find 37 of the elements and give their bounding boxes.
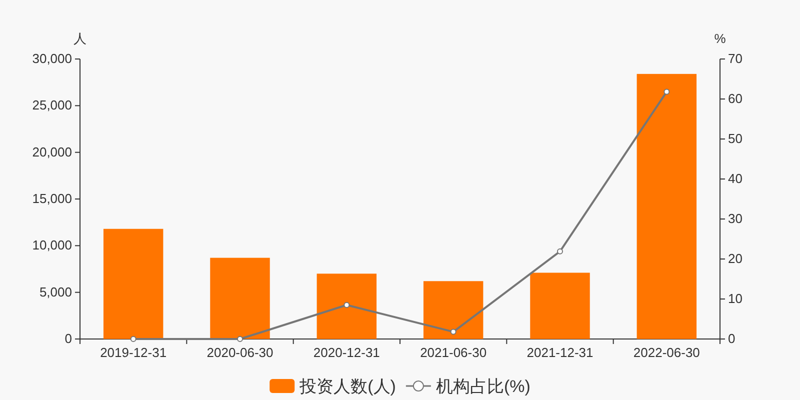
x-tick-label: 2020-06-30 [206,345,274,360]
y-tick-label: 15,000 [32,191,72,206]
x-tick-label: 2022-06-30 [633,345,700,360]
point [344,302,350,308]
y-tick-label: 20,000 [32,144,72,160]
bar [636,74,697,339]
point [237,336,243,342]
y-tick-label: 0 [64,331,72,346]
bar [210,258,270,339]
point [130,336,136,342]
y2-tick-label: 40 [728,171,742,186]
y2-tick-label: 50 [728,131,742,146]
x-tick-label: 2020-12-31 [313,345,380,360]
y2-tick-label: 70 [728,51,742,66]
y2-tick-label: 10 [728,291,742,306]
y-tick-label: 30,000 [32,51,72,66]
bar [103,228,164,339]
x-tick-label: 2021-12-31 [526,345,594,360]
y-axis-title: 人 [74,31,86,46]
legend-label: 机构占比(%) [436,377,530,396]
y-tick-label: 25,000 [32,98,72,113]
point [557,248,563,254]
y2-axis-title: % [714,31,726,46]
bar [530,272,590,339]
bar [316,274,377,339]
y-tick-label: 5,000 [39,284,72,300]
bar [423,281,484,339]
legend-label: 投资人数(人) [298,377,396,396]
y-tick-label: 10,000 [32,238,72,253]
point [664,88,670,95]
x-tick-label: 2021-06-30 [420,345,487,360]
y2-tick-label: 30 [728,211,742,226]
y2-tick-label: 60 [728,91,742,106]
x-tick-label: 2019-12-31 [100,345,167,360]
y2-tick-label: 0 [728,331,736,346]
point [450,328,456,335]
y2-tick-label: 20 [728,251,742,266]
